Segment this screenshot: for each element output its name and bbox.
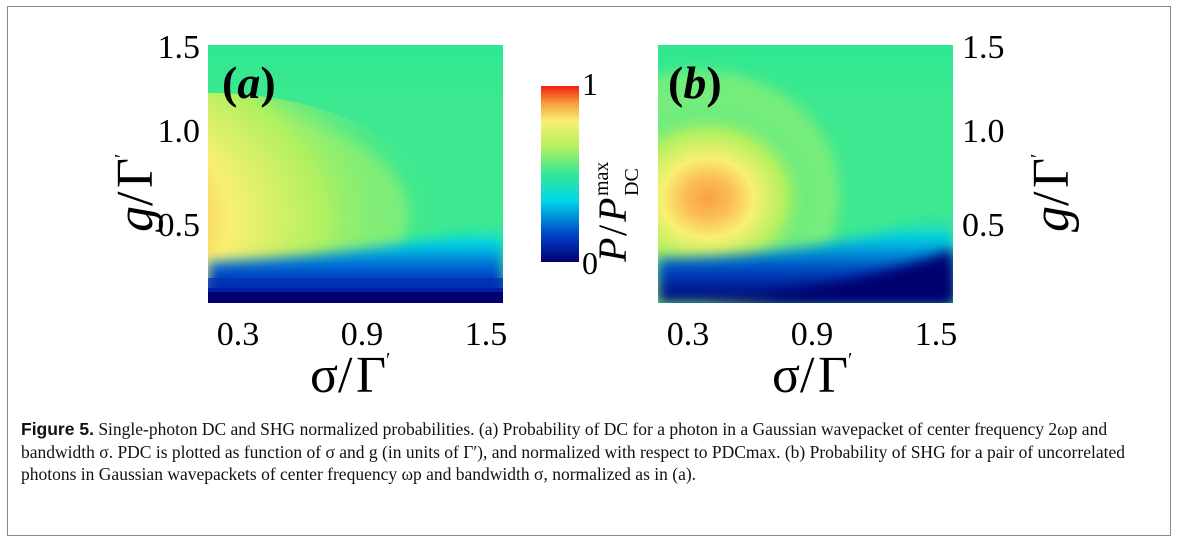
panel-a-label: (a) — [222, 57, 276, 108]
y-tick-a-1-5: 1.5 — [158, 29, 201, 66]
colorbar-gradient — [541, 86, 579, 262]
x-tick-b-1-5: 1.5 — [915, 316, 958, 353]
y-tick-a-1-0: 1.0 — [158, 113, 201, 150]
heatmap-a — [208, 45, 503, 303]
svg-text:Γ: Γ — [818, 347, 848, 404]
x-tick-a-1-5: 1.5 — [465, 316, 508, 353]
caption-label: Figure 5. — [21, 419, 94, 439]
x-tick-a-0-3: 0.3 — [217, 316, 260, 353]
svg-text:′: ′ — [848, 349, 852, 371]
figure-5-graphic: (a) (b) 1.5 1.0 0.5 0.3 0.9 1.5 1.5 1.0 … — [107, 29, 1080, 404]
figure-frame — [7, 6, 1171, 536]
svg-text:/: / — [590, 224, 635, 236]
svg-text:Γ: Γ — [1023, 158, 1080, 188]
colorbar-min-label: 0 — [582, 245, 598, 281]
svg-text:P: P — [590, 198, 635, 223]
y-axis-label-a: g / Γ ′ — [107, 154, 164, 232]
svg-text:max: max — [591, 162, 613, 196]
svg-text:/: / — [1023, 191, 1080, 206]
x-axis-label-a: σ / Γ ′ — [310, 347, 390, 404]
svg-text:g: g — [107, 206, 164, 232]
ticks-a: 1.5 1.0 0.5 0.3 0.9 1.5 — [158, 29, 508, 353]
x-tick-b-0-3: 0.3 — [667, 316, 710, 353]
svg-text:′: ′ — [1027, 154, 1049, 158]
colorbar-title: P / P max DC — [590, 162, 643, 263]
y-tick-b-0-5: 0.5 — [962, 207, 1005, 244]
svg-text:g: g — [1023, 206, 1080, 232]
figure-caption: Figure 5. Single-photon DC and SHG norma… — [21, 418, 1156, 486]
svg-text:/: / — [338, 347, 353, 404]
panel-b-label: (b) — [668, 57, 722, 108]
heatmap-b — [658, 45, 953, 303]
svg-text:/: / — [800, 347, 815, 404]
caption-text: Single-photon DC and SHG normalized prob… — [21, 419, 1125, 484]
svg-text:Γ: Γ — [107, 158, 164, 188]
x-tick-a-0-9: 0.9 — [341, 316, 384, 353]
y-tick-b-1-5: 1.5 — [962, 29, 1005, 66]
y-axis-label-b: g / Γ ′ — [1023, 154, 1080, 232]
svg-text:DC: DC — [621, 168, 643, 196]
svg-text:σ: σ — [772, 347, 800, 404]
colorbar-max-label: 1 — [582, 66, 598, 102]
svg-text:/: / — [107, 191, 164, 206]
y-tick-a-0-5: 0.5 — [158, 207, 201, 244]
ticks-b: 1.5 1.0 0.5 0.3 0.9 1.5 — [667, 29, 1005, 353]
svg-text:P: P — [590, 238, 635, 263]
colorbar: 1 0 P / P max DC — [541, 66, 643, 281]
svg-text:Γ: Γ — [356, 347, 386, 404]
svg-text:′: ′ — [111, 154, 133, 158]
x-tick-b-0-9: 0.9 — [791, 316, 834, 353]
x-axis-label-b: σ / Γ ′ — [772, 347, 852, 404]
svg-text:σ: σ — [310, 347, 338, 404]
y-tick-b-1-0: 1.0 — [962, 113, 1005, 150]
svg-text:′: ′ — [386, 349, 390, 371]
